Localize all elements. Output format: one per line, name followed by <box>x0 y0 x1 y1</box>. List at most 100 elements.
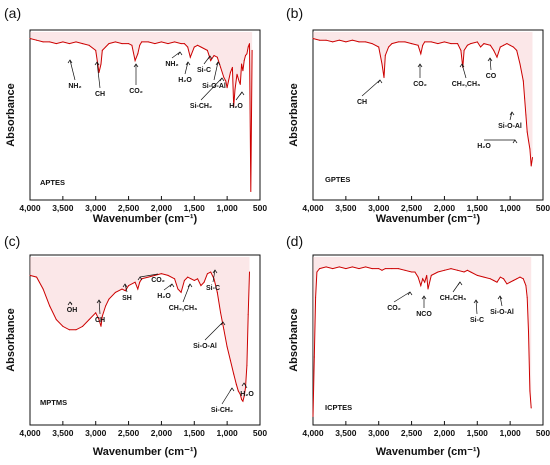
arrow-head <box>473 299 479 304</box>
x-tick-label: 1,000 <box>500 428 522 438</box>
x-tick-label: 1,500 <box>184 203 206 213</box>
data-point <box>75 41 77 43</box>
annotation-arrow <box>393 291 411 303</box>
data-point <box>36 276 38 278</box>
data-point <box>426 274 428 276</box>
data-point <box>238 80 240 82</box>
data-point <box>522 278 524 280</box>
data-point <box>180 43 182 45</box>
data-point <box>49 41 51 43</box>
data-point <box>378 268 380 270</box>
x-tick-label: 3,500 <box>335 428 357 438</box>
peak-annotation: Si-C <box>197 67 211 74</box>
data-point <box>358 41 360 43</box>
x-tick-label: 2,000 <box>434 428 456 438</box>
data-point <box>183 43 185 45</box>
data-point <box>351 266 353 268</box>
data-point <box>180 291 182 293</box>
data-point <box>524 281 526 283</box>
data-point <box>134 60 136 62</box>
data-point <box>365 41 367 43</box>
plot-frame <box>29 29 261 201</box>
x-tick-label: 3,500 <box>52 203 74 213</box>
data-point <box>530 165 532 167</box>
arrow-head <box>417 63 423 68</box>
x-tick-label: 1,000 <box>500 203 522 213</box>
x-tick-label: 3,000 <box>368 203 390 213</box>
data-point <box>200 46 202 48</box>
spectrum-fill <box>30 257 250 402</box>
x-tick-label: 3,000 <box>85 428 107 438</box>
data-point <box>220 312 222 314</box>
data-point <box>404 41 406 43</box>
data-point <box>249 271 250 273</box>
data-point <box>332 268 334 270</box>
x-tick-label: 4,000 <box>19 203 41 213</box>
spectrum-fill <box>30 32 253 192</box>
data-point <box>128 43 130 45</box>
data-point <box>524 97 526 99</box>
spectrum-line <box>312 38 533 167</box>
data-point <box>325 266 327 268</box>
annotation-arrow <box>499 295 503 307</box>
data-point <box>384 55 386 56</box>
annotation-arrow <box>139 273 159 278</box>
data-point <box>503 44 505 46</box>
annotation-arrow <box>184 61 189 75</box>
peak-annotation: CH <box>95 91 105 98</box>
data-point <box>371 268 373 270</box>
data-point <box>476 274 478 276</box>
data-point <box>424 41 426 43</box>
data-point <box>509 281 511 283</box>
data-point <box>519 276 521 278</box>
data-point <box>457 43 459 45</box>
data-point <box>414 271 416 273</box>
peak-annotation: CO <box>486 73 497 80</box>
x-tick-label: 500 <box>536 203 550 213</box>
annotation-arrow <box>182 283 191 303</box>
data-point <box>463 271 465 273</box>
data-point <box>312 416 314 417</box>
data-point <box>105 46 107 48</box>
arrow-head <box>187 283 193 288</box>
data-point <box>100 63 102 65</box>
peak-annotation: NCO <box>416 311 432 318</box>
annotation-arrow <box>509 111 513 121</box>
data-point <box>242 400 244 402</box>
x-tick-label: 4,000 <box>302 428 324 438</box>
x-tick-label: 3,000 <box>85 203 107 213</box>
data-point <box>98 72 100 73</box>
data-point <box>241 63 243 65</box>
data-point <box>417 44 419 46</box>
data-point <box>245 55 246 56</box>
data-point <box>489 278 491 280</box>
peak-annotation: H₂O <box>178 77 192 84</box>
data-point <box>141 41 143 43</box>
data-point <box>411 43 413 45</box>
data-point <box>235 383 237 385</box>
x-tick-label: 1,500 <box>467 428 489 438</box>
x-tick-label: 2,000 <box>151 428 173 438</box>
panel-letter: (a) <box>4 5 21 21</box>
data-point <box>351 39 353 41</box>
data-point <box>55 43 57 45</box>
arrow-head <box>220 321 226 326</box>
data-point <box>338 39 340 41</box>
data-point <box>460 49 462 51</box>
x-axis-label: Wavenumber (cm⁻¹) <box>93 213 198 225</box>
data-point <box>522 80 524 82</box>
peak-annotation: CH₂,CH₃ <box>169 305 198 312</box>
data-point <box>466 269 468 271</box>
arrow-head <box>407 291 413 296</box>
data-point <box>210 60 212 62</box>
arrow-head <box>137 276 143 281</box>
arrow-head <box>122 283 128 288</box>
annotation-arrow <box>69 59 76 81</box>
x-axis-label: Wavenumber (cm⁻¹) <box>93 446 198 458</box>
data-point <box>229 72 231 73</box>
data-point <box>187 46 189 48</box>
data-point <box>245 387 246 389</box>
peak-annotation: Si-O-Al <box>498 123 522 130</box>
annotation-arrow <box>200 77 223 101</box>
